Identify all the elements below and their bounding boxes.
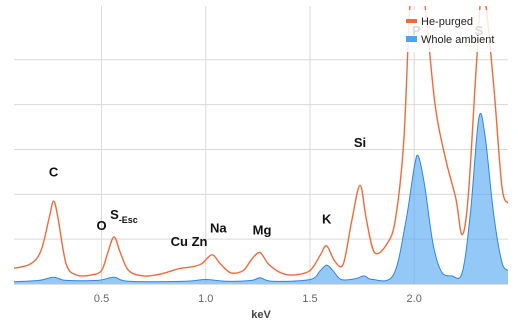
x-tick-label: 2.0 <box>407 293 422 305</box>
legend-label-he-purged: He-purged <box>421 16 473 28</box>
series-layer <box>14 6 508 284</box>
legend-box <box>400 10 508 52</box>
peak-label: S-Esc <box>110 207 138 225</box>
x-axis-title: keV <box>251 309 271 321</box>
legend-label-whole-ambient: Whole ambient <box>421 34 494 46</box>
legend-swatch-he-purged <box>406 19 417 23</box>
peak-label: Mg <box>253 223 272 238</box>
legend: He-purged Whole ambient <box>400 10 508 52</box>
series-line-he-purged <box>14 6 508 277</box>
x-tick-label: 1.0 <box>198 293 213 305</box>
series-area-whole-ambient <box>14 113 508 284</box>
peak-label: Cu Zn <box>171 234 208 249</box>
x-tick-label: 1.5 <box>302 293 317 305</box>
peak-label: Si <box>354 135 366 150</box>
peak-label: O <box>96 218 106 233</box>
peak-label: K <box>322 211 332 226</box>
peak-label: Na <box>210 220 227 235</box>
x-tick-label: 0.5 <box>94 293 109 305</box>
peak-label: C <box>49 164 59 179</box>
legend-swatch-whole-ambient <box>406 36 417 42</box>
x-axis: 0.5 1.0 1.5 2.0 <box>14 283 508 305</box>
series-outline-whole-ambient <box>14 112 508 283</box>
grid <box>14 6 508 284</box>
